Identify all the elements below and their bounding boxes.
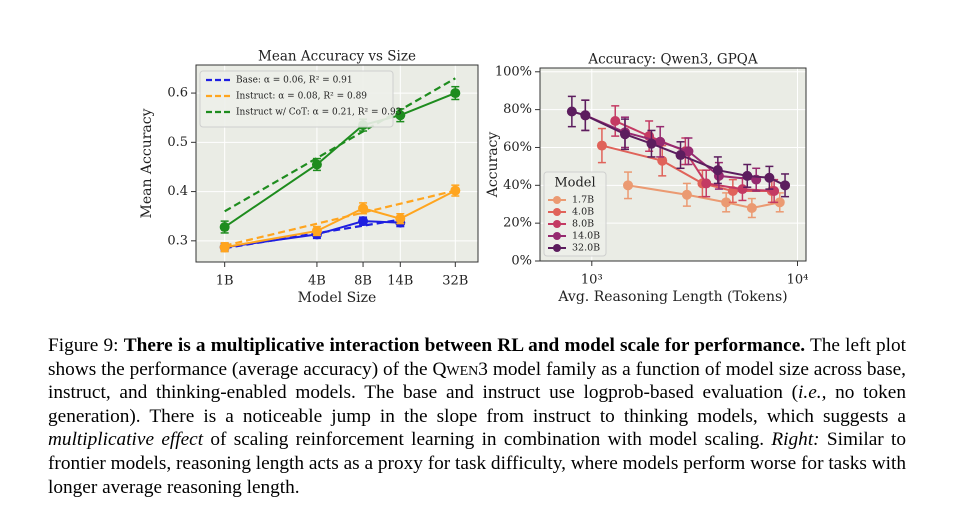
x-tick-label: 14B [387, 274, 413, 289]
data-point [450, 88, 461, 99]
data-point [580, 110, 591, 121]
data-point [358, 216, 369, 227]
data-point [219, 242, 230, 253]
data-point [311, 159, 322, 170]
data-point [646, 138, 657, 149]
figure: 0.3 0.4 0.5 0.6 1B 4B 8B 14B 32B Mean Accuracy vs… [139, 49, 809, 307]
legend-label: 32.0B [572, 243, 600, 254]
plot-frame [539, 67, 807, 262]
caption-text: There is a multiplicative interaction be… [123, 335, 806, 356]
fit-line [224, 77, 456, 213]
data-point [311, 225, 322, 236]
legend-label: Instruct w/ CoT: α = 0.21, R² = 0.93 [236, 108, 402, 118]
data-point [769, 185, 780, 196]
data-point [566, 106, 577, 117]
y-tick-label: 0.3 [167, 233, 188, 248]
y-axis-label: Mean Accuracy [139, 108, 155, 218]
data-point [764, 172, 775, 183]
legend-label: Instruct: α = 0.08, R² = 0.89 [236, 92, 367, 102]
x-tick-label: 4B [308, 274, 326, 289]
data-point [746, 203, 757, 214]
caption: Figure 9: There is a multiplicative inte… [48, 334, 906, 499]
y-tick-label: 0.4 [167, 184, 188, 199]
plot-frame [195, 64, 479, 263]
data-point [395, 110, 406, 121]
x-tick-label: 10⁴ [787, 273, 809, 288]
x-axis-label: Avg. Reasoning Length (Tokens) [557, 289, 787, 305]
data-point [655, 136, 666, 147]
y-tick-label: 40% [503, 178, 532, 193]
data-point [395, 213, 406, 224]
legend-marker [553, 244, 561, 252]
legend-marker [553, 208, 561, 216]
y-axis-label: Accuracy [485, 132, 501, 199]
legend-box [199, 70, 394, 128]
data-point [657, 155, 668, 166]
data-point [721, 197, 732, 208]
data-point [619, 129, 630, 140]
fit-line [224, 189, 456, 247]
data-point [681, 189, 692, 200]
legend-label: 4.0B [572, 207, 594, 218]
caption-text: Right: [771, 429, 820, 451]
legend-title: Model [554, 176, 595, 191]
series-line [584, 114, 757, 181]
caption-text: model family as a function of model size… [48, 358, 906, 404]
caption-text: multiplicative effect [48, 429, 204, 451]
y-tick-label: 0% [511, 254, 532, 269]
data-point [450, 185, 461, 196]
data-point [780, 180, 791, 191]
caption-text: Figure 9: [48, 335, 124, 356]
data-point [712, 165, 723, 176]
data-point [623, 180, 634, 191]
series-line [614, 120, 775, 192]
x-tick-label: 8B [354, 274, 372, 289]
y-tick-label: 60% [503, 140, 532, 155]
caption-text: Qwen3 [432, 358, 488, 380]
caption-text: The left plot shows the performance (ave… [48, 335, 906, 380]
data-point [742, 170, 753, 181]
y-tick-label: 80% [503, 102, 532, 117]
x-tick-label: 10³ [581, 273, 603, 288]
legend-marker [553, 220, 561, 228]
legend-label: 14.0B [572, 231, 600, 242]
x-axis-label: Model Size [298, 290, 377, 306]
legend-marker [553, 196, 561, 204]
y-tick-label: 20% [503, 216, 532, 231]
x-tick-label: 32B [442, 274, 468, 289]
data-point [675, 150, 686, 161]
caption-text: no token generation). There is a noticea… [48, 382, 906, 427]
chart-title: Accuracy: Qwen3, GPQA [587, 52, 758, 68]
y-tick-label: 0.5 [167, 135, 188, 150]
legend-marker [553, 232, 561, 240]
y-tick-label: 0.6 [167, 86, 188, 101]
data-point [358, 203, 369, 214]
data-point [683, 146, 694, 157]
data-point [610, 115, 621, 126]
legend-label: Base: α = 0.06, R² = 0.91 [236, 76, 353, 86]
caption-text: i.e., [798, 382, 827, 404]
data-point [737, 184, 748, 195]
data-point [596, 140, 607, 151]
data-point [219, 222, 230, 233]
y-tick-label: 100% [495, 64, 532, 79]
caption-text: of scaling reinforcement learning in com… [203, 429, 772, 451]
data-point [774, 197, 785, 208]
legend-label: 8.0B [572, 219, 594, 230]
x-tick-label: 1B [216, 274, 234, 289]
caption-text: Similar to frontier models, reasoning le… [48, 429, 906, 498]
chart-title: Mean Accuracy vs Size [258, 49, 416, 65]
legend-label: 1.7B [572, 195, 594, 206]
data-point [701, 178, 712, 189]
